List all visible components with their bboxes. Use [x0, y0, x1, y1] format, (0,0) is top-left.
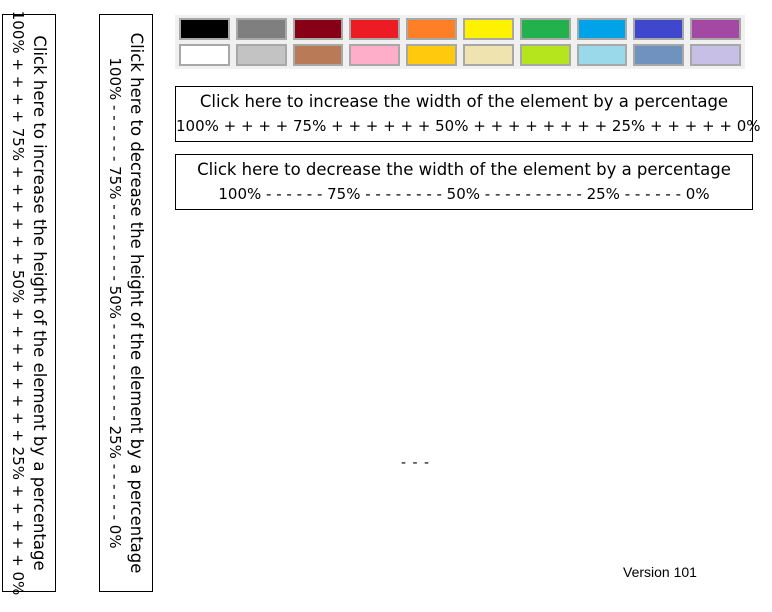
- color-swatch[interactable]: [292, 18, 344, 40]
- increase-width-scale: 100% + + + + 75% + + + + + + 50% + + + +…: [176, 117, 761, 135]
- color-swatch[interactable]: [349, 18, 401, 40]
- color-palette: [175, 15, 745, 69]
- increase-height-label: Click here to increase the height of the…: [30, 35, 49, 571]
- color-swatch[interactable]: [179, 44, 230, 66]
- decrease-width-label: Click here to decrease the width of the …: [197, 160, 731, 179]
- decrease-height-panel[interactable]: Click here to decrease the height of the…: [99, 14, 153, 592]
- color-swatch[interactable]: [519, 18, 571, 40]
- decrease-width-panel[interactable]: Click here to decrease the width of the …: [175, 154, 753, 210]
- color-swatch[interactable]: [690, 44, 741, 66]
- color-swatch[interactable]: [406, 44, 457, 66]
- decrease-width-scale: 100% - - - - - - 75% - - - - - - - - 50%…: [218, 185, 710, 203]
- decrease-height-content: Click here to decrease the height of the…: [105, 18, 147, 588]
- color-swatch[interactable]: [235, 44, 287, 66]
- color-swatch[interactable]: [462, 18, 514, 40]
- increase-height-panel[interactable]: Click here to increase the height of the…: [2, 11, 56, 596]
- placeholder-element: - - -: [401, 455, 431, 471]
- color-swatch[interactable]: [633, 18, 685, 40]
- increase-height-scale: 100% + + + + 75% + + + + + + 50% + + + +…: [9, 10, 27, 596]
- version-label: Version 101: [623, 564, 697, 580]
- color-swatch[interactable]: [690, 18, 741, 40]
- color-swatch[interactable]: [292, 44, 344, 66]
- color-swatch[interactable]: [633, 44, 685, 66]
- increase-width-panel[interactable]: Click here to increase the width of the …: [175, 86, 761, 142]
- color-swatch[interactable]: [462, 44, 514, 66]
- color-swatch[interactable]: [179, 18, 230, 40]
- decrease-height-label: Click here to decrease the height of the…: [127, 32, 146, 574]
- decrease-height-scale: 100% - - - - - - 75% - - - - - - - - 50%…: [106, 57, 124, 549]
- color-swatch[interactable]: [235, 18, 287, 40]
- color-swatch[interactable]: [576, 18, 628, 40]
- color-swatch[interactable]: [576, 44, 628, 66]
- color-swatch[interactable]: [519, 44, 571, 66]
- color-swatch[interactable]: [349, 44, 401, 66]
- increase-width-label: Click here to increase the width of the …: [199, 92, 729, 111]
- color-swatch[interactable]: [406, 18, 457, 40]
- increase-height-content: Click here to increase the height of the…: [8, 11, 50, 596]
